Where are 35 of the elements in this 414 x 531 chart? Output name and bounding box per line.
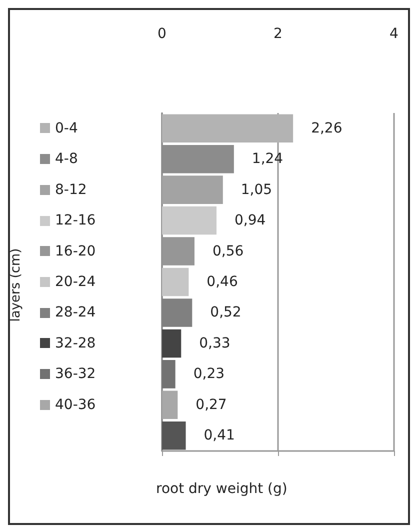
y-axis-title: layers (cm) bbox=[8, 248, 24, 322]
data-label: 0,27 bbox=[196, 396, 227, 413]
bar bbox=[162, 206, 217, 235]
y-tick-label: 32-28 bbox=[55, 335, 96, 352]
data-label: 2,26 bbox=[311, 120, 342, 136]
y-tick-label: 16-20 bbox=[55, 243, 96, 260]
y-tick-label: 20-24 bbox=[55, 274, 96, 290]
bar bbox=[162, 237, 194, 266]
bar bbox=[162, 114, 294, 142]
y-tick-label: 8-12 bbox=[55, 182, 87, 198]
data-label: 0,52 bbox=[210, 304, 242, 321]
data-label: 0,56 bbox=[212, 243, 244, 260]
data-label: 0,41 bbox=[204, 428, 235, 444]
x-tick-label: 4 bbox=[390, 26, 399, 42]
bar bbox=[162, 390, 178, 420]
data-label: 0,33 bbox=[199, 335, 230, 352]
y-tick-label: 36-32 bbox=[55, 366, 96, 382]
y-tick-label: 0-4 bbox=[55, 120, 78, 136]
data-label: 0,94 bbox=[234, 212, 266, 229]
x-axis-title: root dry weight (g) bbox=[156, 481, 288, 497]
data-label: 0,46 bbox=[206, 274, 238, 290]
y-tick-label: 12-16 bbox=[55, 212, 96, 229]
data-label: 1,05 bbox=[240, 182, 272, 198]
y-tick-label: 4-8 bbox=[55, 151, 78, 168]
bar bbox=[162, 360, 176, 388]
bar bbox=[162, 329, 182, 358]
bar bbox=[162, 422, 186, 450]
y-tick-label: 40-36 bbox=[55, 396, 96, 413]
y-tick-label: 28-24 bbox=[55, 304, 96, 321]
data-label: 0,23 bbox=[193, 366, 225, 382]
data-label: 1,24 bbox=[252, 151, 284, 168]
x-tick-label: 2 bbox=[274, 26, 282, 42]
bar bbox=[162, 176, 223, 204]
bar bbox=[162, 268, 189, 296]
x-tick-label: 0 bbox=[158, 26, 166, 42]
